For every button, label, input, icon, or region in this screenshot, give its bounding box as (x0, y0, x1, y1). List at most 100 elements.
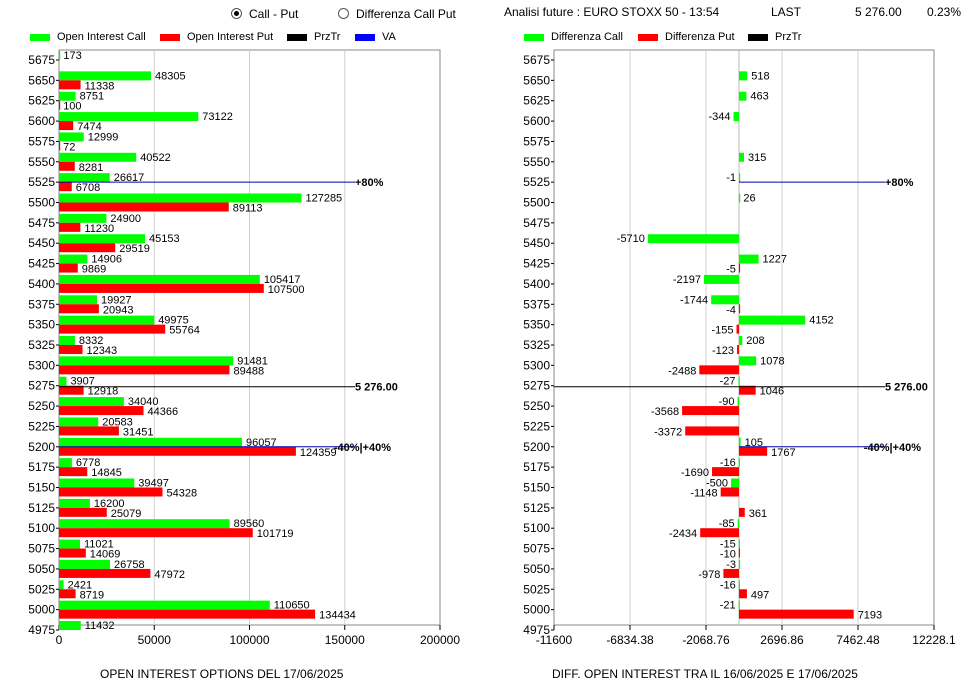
put-value-label: 1046 (760, 386, 784, 398)
x-tick-label: -11600 (536, 633, 573, 647)
strike-label: 5225 (523, 419, 550, 433)
strike-label: 5175 (28, 460, 55, 474)
x-tick-label: 50000 (138, 633, 172, 647)
put-value-label: 47972 (154, 569, 185, 581)
level-label: 5 276.00 (355, 382, 398, 394)
put-value-label: 107500 (268, 284, 305, 296)
call-value-label: 315 (748, 152, 766, 164)
call-bar (59, 335, 75, 345)
put-bar (59, 446, 296, 456)
put-bar (737, 344, 739, 354)
put-value-label: 89113 (233, 202, 263, 214)
call-bar (711, 295, 739, 305)
strike-label: 5500 (28, 195, 55, 209)
strike-label: 5350 (523, 318, 550, 332)
put-bar (59, 121, 74, 131)
put-bar (59, 182, 72, 192)
legend-swatch (160, 34, 180, 41)
put-bar (59, 243, 116, 253)
strike-label: 5050 (523, 562, 550, 576)
strike-label: 5225 (28, 419, 55, 433)
call-bar (738, 539, 740, 549)
radio-call-put[interactable] (231, 8, 242, 19)
call-value-label: 26758 (114, 559, 145, 571)
call-bar (59, 173, 110, 183)
put-value-label: -3372 (654, 426, 682, 438)
strike-label: 5600 (28, 114, 55, 128)
call-bar (738, 580, 740, 590)
put-bar (59, 507, 107, 517)
put-value-label: -4 (726, 304, 736, 316)
call-bar (59, 295, 97, 305)
put-bar (699, 365, 739, 375)
strike-label: 5275 (523, 379, 550, 393)
call-bar (737, 519, 739, 529)
radio-differenza[interactable] (338, 8, 349, 19)
strike-label: 5550 (523, 155, 550, 169)
call-value-label: 45153 (149, 233, 180, 245)
strike-label: 5375 (28, 297, 55, 311)
put-bar (736, 324, 739, 334)
call-value-label: -2197 (673, 274, 701, 286)
call-bar (59, 376, 67, 386)
strike-label: 5525 (28, 175, 55, 189)
strike-label: 5450 (523, 236, 550, 250)
strike-label: 5375 (523, 297, 550, 311)
put-bar (59, 589, 76, 599)
call-value-label: 12999 (88, 131, 119, 143)
put-bar (59, 548, 86, 558)
call-bar (59, 356, 234, 366)
put-value-label: -2488 (668, 365, 696, 377)
radio-differenza-label[interactable]: Differenza Call Put (356, 7, 456, 21)
put-value-label: 1767 (771, 447, 795, 459)
call-bar (738, 600, 740, 610)
x-tick-label: 2696.86 (760, 633, 804, 647)
strike-label: 5450 (28, 236, 55, 250)
x-tick-label: -2068.76 (682, 633, 730, 647)
call-bar (738, 356, 757, 366)
call-bar (59, 519, 230, 529)
strike-label: 5300 (523, 358, 550, 372)
call-bar (59, 132, 84, 142)
strike-label: 5400 (28, 277, 55, 291)
put-value-label: 100 (63, 101, 81, 113)
call-bar (738, 254, 759, 264)
call-bar (737, 397, 739, 407)
call-bar (59, 213, 107, 223)
call-value-label: -16 (720, 457, 736, 469)
strike-label: 5250 (28, 399, 55, 413)
call-value-label: 4152 (809, 315, 833, 327)
put-bar (59, 80, 81, 90)
put-value-label: 12343 (87, 345, 118, 357)
call-value-label: 16200 (94, 498, 125, 510)
level-label: +80% (355, 177, 384, 189)
last-value: 5 276.00 (855, 5, 902, 19)
call-bar (59, 91, 76, 101)
put-bar (738, 263, 741, 273)
call-bar (59, 254, 88, 264)
call-bar (738, 71, 748, 81)
put-bar (59, 161, 75, 171)
legend-swatch (355, 34, 375, 41)
strike-label: 5625 (28, 94, 55, 108)
strike-label: 4975 (523, 623, 550, 637)
strike-label: 5175 (523, 460, 550, 474)
call-bar (59, 193, 302, 203)
call-bar (59, 620, 81, 630)
x-tick-label: 7462.48 (836, 633, 880, 647)
put-value-label: -5 (726, 264, 736, 276)
put-value-label: 7193 (858, 610, 882, 622)
put-bar (720, 487, 739, 497)
strike-label: 5550 (28, 155, 55, 169)
put-value-label: 12918 (88, 386, 119, 398)
put-value-label: -978 (698, 569, 720, 581)
call-bar (59, 437, 242, 447)
legend-swatch (748, 34, 768, 41)
radio-call-put-label[interactable]: Call - Put (249, 7, 299, 21)
put-bar (738, 609, 854, 619)
put-value-label: -155 (711, 325, 733, 337)
strike-label: 5300 (28, 358, 55, 372)
call-bar (738, 559, 741, 569)
call-bar (59, 498, 90, 508)
